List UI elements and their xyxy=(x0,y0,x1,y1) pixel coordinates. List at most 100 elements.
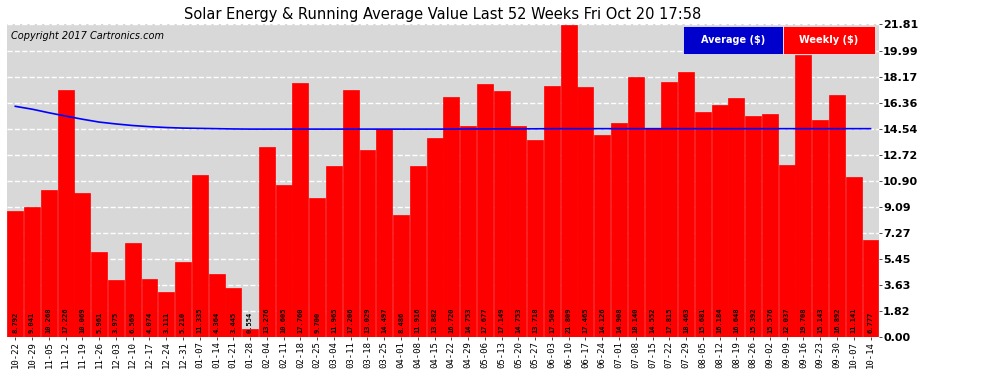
Bar xyxy=(292,82,308,337)
Bar xyxy=(745,117,761,337)
Text: 14.552: 14.552 xyxy=(649,307,655,333)
Bar xyxy=(862,240,878,337)
Bar xyxy=(7,211,24,337)
Bar xyxy=(628,77,644,337)
Text: 16.892: 16.892 xyxy=(834,307,840,333)
Text: 14.126: 14.126 xyxy=(599,307,605,333)
Bar xyxy=(511,126,527,337)
Text: 14.908: 14.908 xyxy=(616,307,622,333)
Text: 11.965: 11.965 xyxy=(331,307,337,333)
Text: 0.554: 0.554 xyxy=(248,312,253,333)
Text: 3.111: 3.111 xyxy=(163,312,169,333)
Text: 16.648: 16.648 xyxy=(734,307,740,333)
Text: Weekly ($): Weekly ($) xyxy=(799,35,858,45)
Text: 3.975: 3.975 xyxy=(113,312,119,333)
Bar xyxy=(594,135,610,337)
Text: 14.753: 14.753 xyxy=(465,307,471,333)
Text: 17.149: 17.149 xyxy=(499,307,505,333)
FancyBboxPatch shape xyxy=(683,26,783,54)
Text: 5.961: 5.961 xyxy=(96,312,102,333)
Bar xyxy=(309,198,325,337)
Text: 21.809: 21.809 xyxy=(565,307,571,333)
Bar xyxy=(845,177,861,337)
Bar xyxy=(560,24,576,337)
Bar xyxy=(644,129,660,337)
Bar xyxy=(796,55,812,337)
Text: Copyright 2017 Cartronics.com: Copyright 2017 Cartronics.com xyxy=(11,31,164,41)
Bar xyxy=(444,98,459,337)
Bar xyxy=(460,126,476,337)
Text: 8.486: 8.486 xyxy=(398,312,404,333)
Text: 14.753: 14.753 xyxy=(516,307,522,333)
Text: 12.037: 12.037 xyxy=(784,307,790,333)
Bar xyxy=(577,87,593,337)
Text: 3.445: 3.445 xyxy=(231,312,237,333)
Bar xyxy=(611,123,627,337)
Bar xyxy=(192,175,208,337)
Bar xyxy=(275,185,292,337)
Bar xyxy=(226,288,242,337)
Bar xyxy=(343,90,358,337)
Bar xyxy=(779,165,795,337)
Text: 16.720: 16.720 xyxy=(448,307,454,333)
Text: 18.140: 18.140 xyxy=(633,307,639,333)
Text: 5.210: 5.210 xyxy=(180,312,186,333)
Bar xyxy=(376,129,392,337)
Text: 17.206: 17.206 xyxy=(347,307,353,333)
Bar xyxy=(24,207,40,337)
Text: 13.276: 13.276 xyxy=(264,307,270,333)
Bar xyxy=(829,95,844,337)
Text: 17.465: 17.465 xyxy=(582,307,588,333)
Bar xyxy=(243,329,258,337)
Bar xyxy=(359,150,375,337)
Bar xyxy=(41,190,56,337)
Bar xyxy=(209,274,225,337)
Text: 19.708: 19.708 xyxy=(801,307,807,333)
Bar xyxy=(74,193,90,337)
Bar xyxy=(528,141,544,337)
Text: 10.069: 10.069 xyxy=(79,307,85,333)
Text: 17.815: 17.815 xyxy=(666,307,672,333)
Bar xyxy=(326,166,342,337)
Bar xyxy=(544,86,560,337)
Text: 18.463: 18.463 xyxy=(683,307,689,333)
Text: 13.718: 13.718 xyxy=(533,307,539,333)
Bar xyxy=(259,147,275,337)
Text: 9.041: 9.041 xyxy=(29,312,35,333)
Text: 15.576: 15.576 xyxy=(767,307,773,333)
Bar xyxy=(142,279,157,337)
Text: 15.392: 15.392 xyxy=(750,307,756,333)
Bar xyxy=(695,112,711,337)
FancyBboxPatch shape xyxy=(783,26,874,54)
Title: Solar Energy & Running Average Value Last 52 Weeks Fri Oct 20 17:58: Solar Energy & Running Average Value Las… xyxy=(184,7,702,22)
Bar xyxy=(729,99,744,337)
Bar xyxy=(678,72,694,337)
Bar xyxy=(762,114,778,337)
Text: 11.335: 11.335 xyxy=(197,307,203,333)
Text: 6.777: 6.777 xyxy=(867,312,873,333)
Bar xyxy=(393,215,409,337)
Text: 15.681: 15.681 xyxy=(700,307,706,333)
Bar xyxy=(410,166,426,337)
Text: 10.605: 10.605 xyxy=(280,307,287,333)
Text: 14.497: 14.497 xyxy=(381,307,387,333)
Text: 17.677: 17.677 xyxy=(482,307,488,333)
Bar xyxy=(427,138,443,337)
Text: 15.143: 15.143 xyxy=(817,307,824,333)
Text: 17.509: 17.509 xyxy=(548,307,555,333)
Text: 17.226: 17.226 xyxy=(62,307,68,333)
Bar xyxy=(494,91,510,337)
Text: 4.074: 4.074 xyxy=(147,312,152,333)
Text: Average ($): Average ($) xyxy=(701,35,765,45)
Text: 9.700: 9.700 xyxy=(314,312,320,333)
Text: 13.882: 13.882 xyxy=(432,307,438,333)
Bar xyxy=(108,280,124,337)
Bar xyxy=(91,252,107,337)
Text: 8.792: 8.792 xyxy=(12,312,19,333)
Text: 10.268: 10.268 xyxy=(46,307,51,333)
Bar xyxy=(158,292,174,337)
Bar xyxy=(175,262,191,337)
Text: 16.184: 16.184 xyxy=(717,307,723,333)
Bar xyxy=(661,82,677,337)
Bar xyxy=(125,243,141,337)
